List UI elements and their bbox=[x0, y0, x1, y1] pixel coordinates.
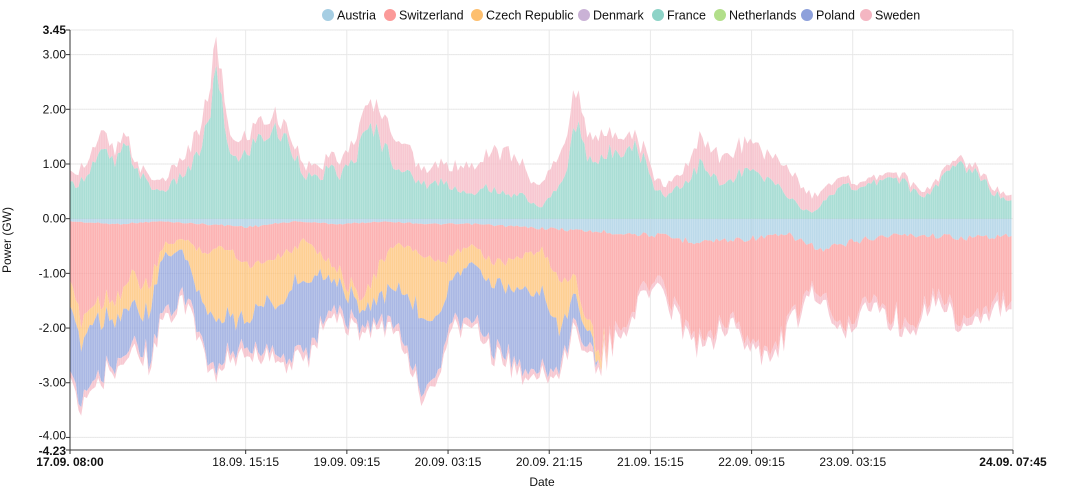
plot-area bbox=[69, 30, 1012, 450]
legend-swatch bbox=[652, 9, 664, 21]
y-tick-label: -2.00 bbox=[39, 321, 67, 335]
legend-label: Denmark bbox=[593, 9, 644, 23]
series-area-france bbox=[70, 65, 1012, 219]
x-tick-label: 21.09. 15:15 bbox=[617, 455, 684, 469]
x-tick-label: 20.09. 03:15 bbox=[415, 455, 482, 469]
y-tick-label: 0.00 bbox=[43, 212, 67, 226]
legend-item-netherlands: Netherlands bbox=[714, 9, 796, 23]
legend: Austria Switzerland Czech Republic Denmark F… bbox=[322, 9, 920, 23]
legend-label: Netherlands bbox=[729, 9, 796, 23]
legend-item-sweden: Sweden bbox=[860, 9, 920, 23]
y-axis-title: Power (GW) bbox=[0, 207, 14, 273]
x-tick-label: 24.09. 07:45 bbox=[979, 455, 1047, 469]
y-tick-label: -4.00 bbox=[39, 428, 67, 442]
series-area-poland bbox=[70, 249, 1012, 408]
legend-item-poland: Poland bbox=[801, 9, 855, 23]
legend-swatch bbox=[322, 9, 334, 21]
bar-texture bbox=[69, 30, 1012, 450]
legend-label: Switzerland bbox=[399, 9, 464, 23]
legend-label: Czech Republic bbox=[486, 9, 574, 23]
y-tick-label: 3.00 bbox=[43, 48, 67, 62]
legend-swatch bbox=[860, 9, 872, 21]
y-tick-label: -1.00 bbox=[39, 266, 67, 280]
x-tick-label: 18.09. 15:15 bbox=[212, 455, 279, 469]
y-tick-label: 3.45 bbox=[43, 23, 67, 37]
series-area-czech-republic bbox=[70, 238, 1012, 372]
legend-item-czech-republic: Czech Republic bbox=[471, 9, 574, 23]
y-tick-label: -3.00 bbox=[39, 376, 67, 390]
legend-swatch bbox=[578, 9, 590, 21]
legend-swatch bbox=[714, 9, 726, 21]
axes: 3.45 3.00 2.00 1.00 0.00 -1.00 -2.00 -3.00 -4.00… bbox=[36, 23, 1047, 469]
legend-swatch bbox=[384, 9, 396, 21]
legend-swatch bbox=[471, 9, 483, 21]
legend-item-austria: Austria bbox=[322, 9, 376, 23]
legend-swatch bbox=[801, 9, 813, 21]
legend-item-denmark: Denmark bbox=[578, 9, 644, 23]
y-tick-label: -4.23 bbox=[39, 444, 67, 458]
series-area-sweden-positive bbox=[70, 36, 1012, 213]
legend-label: France bbox=[667, 9, 706, 23]
series-area-austria bbox=[70, 218, 1012, 252]
x-tick-label: 19.09. 09:15 bbox=[313, 455, 380, 469]
legend-label: Austria bbox=[337, 9, 376, 23]
x-tick-label: 20.09. 21:15 bbox=[516, 455, 583, 469]
legend-item-france: France bbox=[652, 9, 706, 23]
legend-label: Sweden bbox=[875, 9, 920, 23]
x-axis-title: Date bbox=[529, 475, 555, 489]
y-tick-label: 1.00 bbox=[43, 157, 67, 171]
y-tick-label: 2.00 bbox=[43, 102, 67, 116]
legend-item-switzerland: Switzerland bbox=[384, 9, 464, 23]
legend-label: Poland bbox=[816, 9, 855, 23]
series-area-switzerland bbox=[70, 221, 1012, 363]
x-tick-label: 22.09. 09:15 bbox=[718, 455, 785, 469]
x-tick-label: 23.09. 03:15 bbox=[819, 455, 886, 469]
x-tick-label: 17.09. 08:00 bbox=[36, 455, 104, 469]
